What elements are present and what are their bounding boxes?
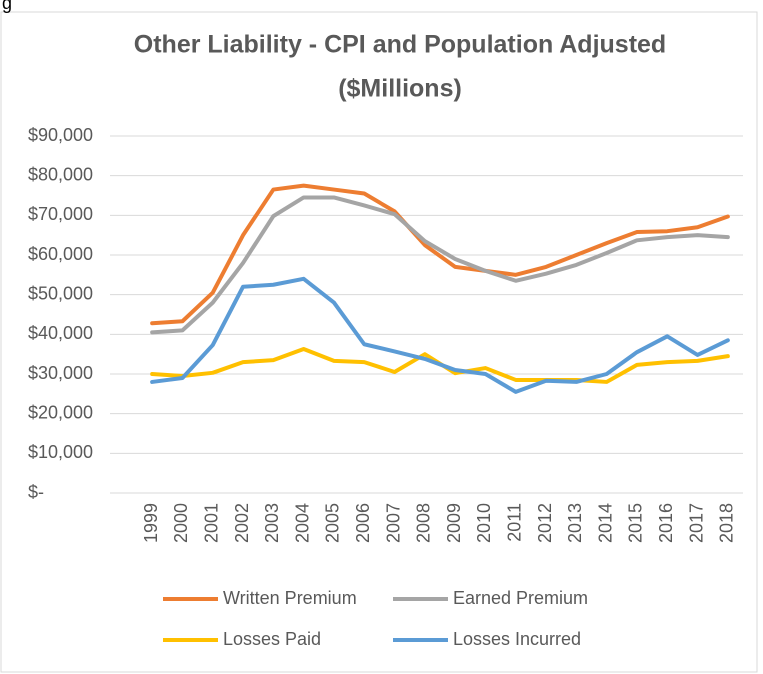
x-tick-label: 2010 (474, 503, 494, 543)
y-tick-label: $20,000 (28, 402, 93, 422)
x-tick-label: 2002 (232, 503, 252, 543)
x-tick-label: 2008 (414, 503, 434, 543)
y-tick-label: $40,000 (28, 323, 93, 343)
chart-title: Other Liability - CPI and Population Adj… (134, 31, 666, 59)
legend-label: Written Premium (223, 588, 357, 608)
x-tick-label: 1999 (141, 503, 161, 543)
y-tick-label: $60,000 (28, 244, 93, 264)
y-tick-label: $10,000 (28, 442, 93, 462)
x-tick-label: 2007 (383, 503, 403, 543)
x-tick-label: 2001 (202, 503, 222, 543)
x-tick-label: 2017 (686, 503, 706, 543)
y-tick-label: $80,000 (28, 164, 93, 184)
x-tick-label: 2004 (292, 503, 312, 543)
x-tick-label: 2005 (323, 503, 343, 543)
x-tick-label: 2003 (262, 503, 282, 543)
x-tick-label: 2016 (656, 503, 676, 543)
x-tick-label: 2011 (505, 503, 525, 542)
x-tick-label: 2009 (444, 503, 464, 543)
x-tick-label: 2015 (626, 503, 646, 543)
chart-border (0, 11, 758, 673)
series-line (150, 183, 730, 326)
series-line (150, 195, 730, 335)
x-tick-label: 2014 (595, 503, 615, 543)
x-tick-label: 2006 (353, 503, 373, 543)
x-tick-label: 2013 (565, 503, 585, 543)
legend-label: Losses Paid (223, 629, 321, 649)
y-tick-label: $- (28, 482, 44, 502)
x-tick-label: 2000 (171, 503, 191, 543)
y-tick-label: $90,000 (28, 125, 93, 145)
legend-label: Losses Incurred (453, 629, 581, 649)
y-tick-label: $70,000 (28, 204, 93, 224)
x-tick-label: 2018 (717, 503, 737, 543)
y-tick-label: $30,000 (28, 363, 93, 383)
legend-label: Earned Premium (453, 588, 588, 608)
series-line (150, 276, 730, 394)
chart-title: ($Millions) (338, 75, 462, 103)
y-tick-label: $50,000 (28, 283, 93, 303)
text-fragment: g (2, 0, 12, 13)
x-tick-label: 2012 (535, 503, 555, 543)
